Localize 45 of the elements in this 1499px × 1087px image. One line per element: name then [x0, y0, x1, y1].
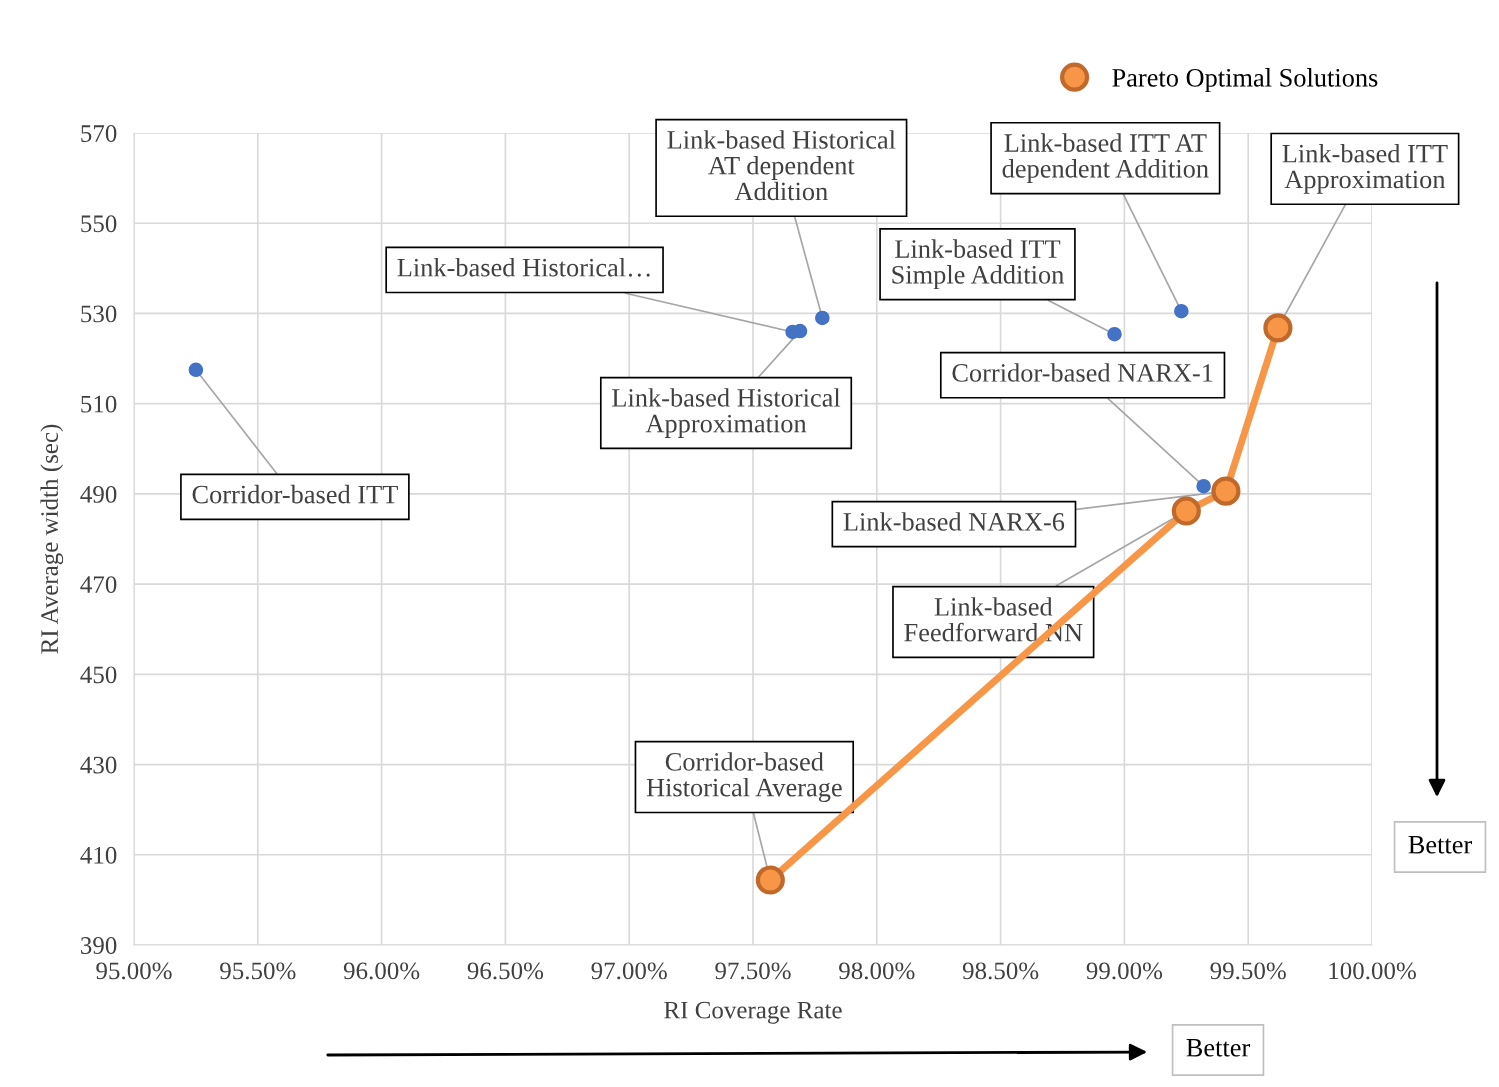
legend-label: Pareto Optimal Solutions: [1112, 68, 1378, 93]
y-tick-label: 550: [81, 215, 117, 233]
point: [1107, 326, 1122, 342]
y-tick-label: 430: [80, 756, 117, 774]
annotation: Link-based Historical…: [397, 257, 650, 277]
point: [188, 362, 204, 378]
y-axis-title: RI Average width (sec): [40, 424, 64, 654]
x-tick-label: 96.00%: [343, 962, 420, 980]
point: [815, 310, 830, 326]
x-tick-label: 100.00%: [1329, 962, 1416, 980]
y-tick-label: 510: [81, 395, 117, 413]
x-tick-label: 97.00%: [591, 962, 667, 980]
point: [755, 865, 785, 895]
x-tick-label: 95.50%: [220, 962, 296, 980]
text: Better: [1408, 836, 1473, 854]
x-tick-label: 99.00%: [1086, 962, 1163, 980]
point: [1196, 478, 1211, 494]
annotation: Corridor-based NARX-1: [952, 363, 1213, 382]
y-tick-label: 450: [80, 666, 117, 684]
annotation: Link-based ITT Simple Addition: [892, 239, 1064, 290]
annotation: Link-based Historical Approximation: [612, 388, 841, 438]
x-tick-label: 98.00%: [839, 962, 915, 980]
point: [1211, 476, 1241, 506]
annotation: Link-based ITT AT dependent Addition: [1002, 133, 1209, 184]
annotation: Link-based Historical AT dependent Addition: [667, 130, 896, 201]
annotation: Corridor-based ITT: [192, 484, 398, 504]
x-tick-label: 96.50%: [467, 962, 544, 980]
annotation: Link-based ITT Approximation: [1282, 144, 1448, 194]
y-tick-label: 470: [80, 576, 117, 594]
x-tick-label: 98.50%: [962, 962, 1039, 980]
annotation: Corridor-based Historical Average: [646, 752, 842, 802]
y-tick-label: 530: [81, 305, 117, 323]
y-tick-label: 570: [81, 125, 117, 142]
point: [1171, 496, 1201, 526]
x-tick-label: 97.50%: [715, 962, 791, 980]
point: [1263, 313, 1293, 343]
x-axis-title: RI Coverage Rate: [664, 1001, 842, 1024]
annotation: Link-based NARX-6: [843, 512, 1065, 531]
x-tick-label: 95.00%: [96, 962, 172, 980]
y-tick-label: 390: [81, 937, 117, 954]
y-tick-label: 410: [80, 846, 117, 864]
x-tick-label: 99.50%: [1210, 962, 1286, 980]
y-tick-label: 490: [80, 485, 117, 503]
point: [1174, 303, 1189, 319]
text: Better: [1186, 1039, 1251, 1057]
